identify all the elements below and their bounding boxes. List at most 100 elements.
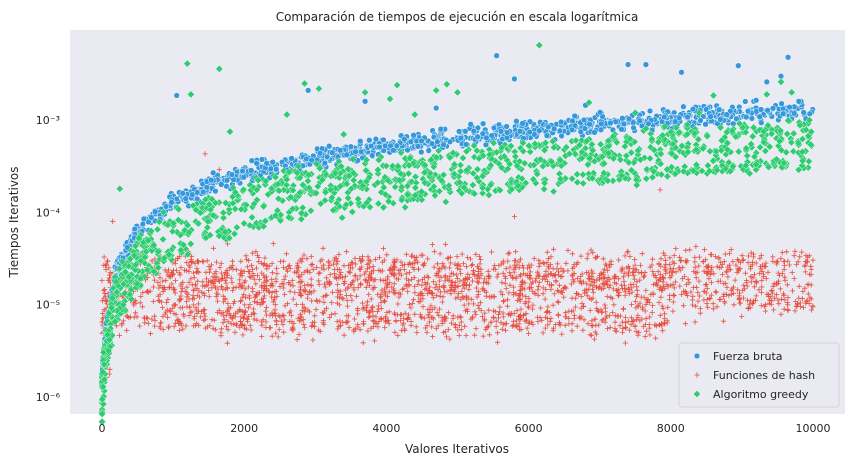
- hash-point: [402, 310, 408, 316]
- hash-point: [461, 302, 467, 308]
- hash-point: [610, 309, 616, 316]
- hash-point: [434, 261, 441, 267]
- hash-point: [302, 325, 308, 331]
- hash-point: [555, 299, 561, 305]
- legend-marker-circle: [693, 352, 701, 360]
- hash-point: [662, 316, 668, 322]
- hash-point: [334, 300, 340, 306]
- hash-point: [473, 325, 479, 332]
- hash-point: [548, 286, 554, 292]
- hash-point: [378, 316, 384, 322]
- hash-point: [631, 318, 637, 324]
- hash-point: [542, 314, 548, 320]
- hash-point: [430, 295, 436, 301]
- hash-point: [491, 308, 497, 314]
- hash-point: [295, 315, 301, 321]
- fuerza-bruta-point: [618, 126, 625, 133]
- hash-point: [426, 314, 432, 320]
- hash-point: [402, 326, 408, 332]
- hash-point: [441, 317, 447, 323]
- hash-point: [653, 335, 659, 341]
- fuerza-bruta-point: [366, 137, 373, 144]
- hash-point: [196, 322, 202, 328]
- fuerza-bruta-point: [556, 127, 564, 134]
- hash-point: [596, 309, 602, 315]
- hash-point: [369, 305, 375, 311]
- hash-point: [329, 300, 335, 306]
- hash-point: [345, 313, 352, 319]
- fuerza-bruta-point: [347, 143, 355, 150]
- fuerza-bruta-point: [568, 126, 576, 133]
- hash-point: [186, 312, 192, 319]
- x-tick-label: 0: [99, 422, 106, 435]
- hash-point: [516, 321, 522, 327]
- hash-point: [548, 315, 554, 321]
- hash-point: [176, 327, 182, 333]
- hash-point: [395, 301, 401, 307]
- hash-point: [280, 322, 286, 328]
- fuerza-bruta-point: [612, 118, 619, 125]
- hash-point: [515, 324, 521, 330]
- fuerza-bruta-point: [367, 142, 375, 150]
- hash-point: [428, 303, 434, 309]
- fuerza-bruta-point: [148, 214, 155, 221]
- hash-point: [368, 307, 374, 313]
- hash-point: [619, 319, 626, 325]
- hash-point: [120, 318, 126, 324]
- hash-point: [248, 327, 254, 333]
- hash-point: [180, 326, 186, 332]
- fuerza-bruta-point: [382, 142, 389, 150]
- hash-point: [301, 321, 307, 327]
- hash-point: [480, 333, 486, 339]
- hash-point: [370, 318, 376, 324]
- hash-point: [220, 320, 226, 326]
- hash-point: [275, 334, 281, 340]
- fuerza-bruta-point: [337, 147, 344, 154]
- fuerza-bruta-point: [305, 87, 312, 94]
- hash-point: [373, 314, 379, 320]
- hash-point: [360, 306, 366, 312]
- hash-point: [360, 340, 366, 346]
- hash-point: [280, 312, 286, 318]
- hash-point: [273, 318, 279, 324]
- hash-point: [391, 281, 397, 287]
- hash-point: [409, 300, 415, 307]
- hash-point: [150, 298, 156, 304]
- hash-point: [160, 327, 166, 333]
- hash-point: [665, 284, 671, 290]
- fuerza-bruta-point: [661, 113, 668, 121]
- hash-point: [281, 329, 287, 335]
- hash-point: [259, 333, 265, 340]
- hash-point: [358, 282, 364, 288]
- hash-point: [140, 290, 146, 296]
- fuerza-bruta-point: [557, 118, 565, 126]
- fuerza-bruta-point: [182, 195, 189, 202]
- hash-point: [542, 325, 548, 331]
- fuerza-bruta-point: [269, 158, 276, 166]
- hash-point: [536, 279, 542, 285]
- fuerza-bruta-point: [717, 116, 724, 123]
- y-tick-label: 10⁻³: [36, 114, 60, 127]
- hash-point: [416, 298, 422, 305]
- hash-point: [614, 328, 620, 334]
- fuerza-bruta-point: [800, 109, 807, 116]
- hash-point: [401, 285, 407, 292]
- hash-point: [191, 302, 197, 308]
- hash-point: [559, 331, 565, 337]
- hash-point: [213, 293, 219, 300]
- hash-point: [497, 304, 503, 310]
- hash-point: [621, 278, 627, 284]
- fuerza-bruta-point: [620, 120, 628, 128]
- hash-point: [297, 284, 303, 290]
- hash-point: [149, 316, 155, 322]
- hash-point: [444, 334, 450, 340]
- hash-point: [238, 318, 244, 324]
- fuerza-bruta-point: [321, 159, 329, 167]
- hash-point: [171, 324, 177, 330]
- fuerza-bruta-point: [769, 105, 777, 112]
- hash-point: [253, 265, 259, 271]
- hash-point: [433, 325, 439, 332]
- hash-point: [370, 304, 376, 310]
- hash-point: [629, 289, 635, 295]
- hash-point: [450, 315, 456, 321]
